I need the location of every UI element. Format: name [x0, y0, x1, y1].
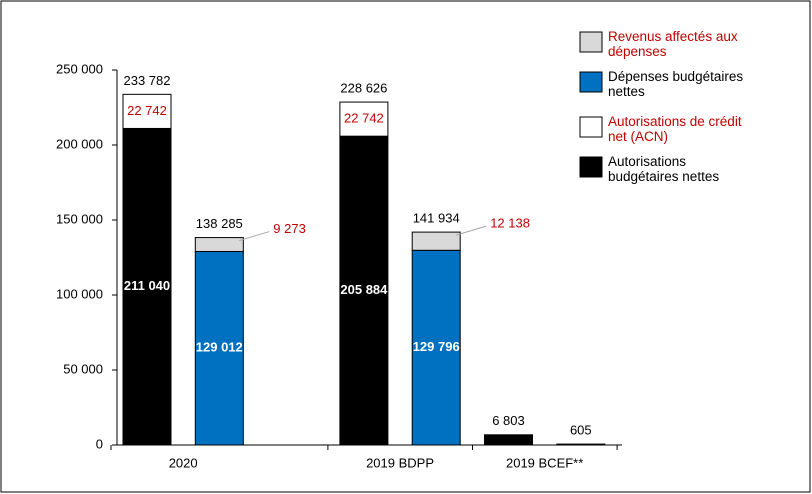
bar-segment [339, 101, 389, 137]
data-label: 22 742 [127, 103, 167, 118]
data-label: 205 884 [340, 282, 388, 297]
legend-swatch [579, 71, 603, 93]
data-label: 129 796 [413, 339, 460, 354]
total-label: 233 782 [124, 73, 171, 88]
x-tick-label: 2020 [169, 455, 198, 470]
legend-swatch [579, 116, 603, 138]
bar-segment [556, 443, 606, 446]
bar-segment [194, 250, 244, 446]
bar-segment [411, 249, 461, 446]
legend-swatch [579, 31, 603, 53]
y-tick-label: 250 000 [56, 61, 103, 76]
bar-segment [122, 93, 172, 129]
legend-label: Revenus affectés aux dépenses [608, 29, 738, 59]
y-tick-label: 100 000 [56, 286, 103, 301]
data-label: 9 273 [273, 221, 306, 236]
x-tick-label: 2019 BCEF** [506, 455, 583, 470]
data-label: 22 742 [344, 111, 384, 126]
total-label: 228 626 [340, 80, 387, 95]
y-tick-label: 50 000 [63, 361, 103, 376]
y-tick-label: 0 [96, 436, 103, 451]
total-label: 605 [570, 423, 592, 438]
data-label: 129 012 [196, 340, 243, 355]
legend-swatch [579, 156, 603, 178]
total-label: 138 285 [196, 216, 243, 231]
legend-label: Autorisations budgétaires nettes [608, 154, 720, 184]
total-label: 141 934 [413, 211, 460, 226]
bar-segment [484, 434, 533, 446]
x-tick-label: 2019 BDPP [366, 455, 434, 470]
bar-segment [339, 135, 389, 446]
total-label: 6 803 [492, 413, 525, 428]
leader-line [456, 225, 487, 236]
legend-label: Dépenses budgétaires nettes [608, 69, 744, 99]
bar-segment [411, 231, 461, 251]
y-tick-label: 150 000 [56, 211, 103, 226]
y-tick-label: 200 000 [56, 136, 103, 151]
bar-segment [194, 237, 244, 252]
data-label: 12 138 [490, 216, 530, 231]
leader-line [239, 231, 270, 242]
data-label: 211 040 [124, 278, 170, 293]
legend-label: Autorisations de crédit net (ACN) [608, 114, 742, 144]
